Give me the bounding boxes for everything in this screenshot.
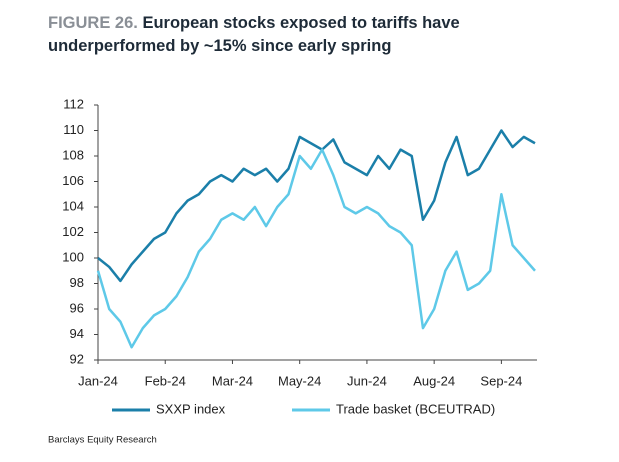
y-tick-label: 94 xyxy=(70,326,84,341)
x-tick-label: May-24 xyxy=(278,373,321,388)
x-tick-label: Mar-24 xyxy=(212,373,253,388)
x-tick-label: Feb-24 xyxy=(145,373,186,388)
y-tick-label: 112 xyxy=(63,96,84,111)
y-tick-label: 106 xyxy=(62,173,84,188)
x-tick-label: Aug-24 xyxy=(413,373,455,388)
x-tick-label: Jan-24 xyxy=(78,373,118,388)
y-tick-label: 102 xyxy=(62,224,84,239)
y-tick-label: 100 xyxy=(62,249,84,264)
series-line xyxy=(96,148,536,349)
x-tick-label: Jun-24 xyxy=(347,373,387,388)
y-tick-label: 108 xyxy=(62,147,84,162)
title-text: European stocks exposed to tariffs have … xyxy=(48,14,460,55)
figure-label: FIGURE 26. xyxy=(48,14,138,32)
y-tick-label: 96 xyxy=(70,300,84,315)
y-tick-label: 110 xyxy=(63,122,84,137)
y-tick-label: 98 xyxy=(70,275,84,290)
legend-label: Trade basket (BCEUTRAD) xyxy=(336,401,495,416)
x-tick-label: Sep-24 xyxy=(480,373,522,388)
source: Barclays Equity Research xyxy=(48,435,157,446)
y-tick-label: 104 xyxy=(62,198,84,213)
y-tick-label: 92 xyxy=(70,351,84,366)
series-line xyxy=(97,129,536,283)
legend-label: SXXP index xyxy=(156,401,226,416)
title: FIGURE 26. European stocks exposed to ta… xyxy=(48,12,588,58)
